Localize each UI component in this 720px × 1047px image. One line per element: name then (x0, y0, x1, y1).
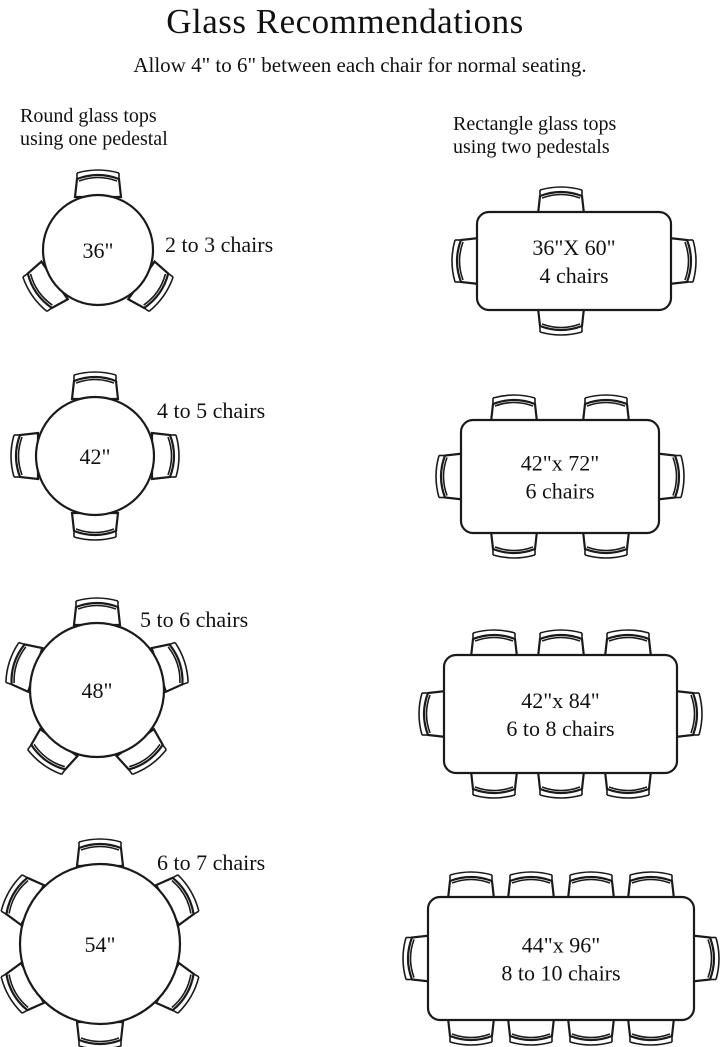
chair-icon (446, 1016, 496, 1046)
round-tabletop (41, 193, 155, 307)
rect-table-size: 42"x 84" (521, 688, 599, 713)
chair-icon (489, 394, 539, 424)
chair-icon (673, 689, 703, 739)
page-title: Glass Recommendations (166, 2, 524, 41)
chair-icon (402, 934, 432, 983)
chair-icon (690, 934, 720, 983)
round-table-size: 54" (85, 932, 116, 957)
chair-icon (5, 641, 44, 694)
rect-tabletop (459, 418, 661, 535)
round-tabletop (18, 862, 182, 1026)
chair-icon (154, 961, 200, 1014)
chair-icon (469, 629, 519, 659)
round-table-1: 36" 2 to 3 chairs (22, 169, 273, 313)
chair-icon (667, 236, 697, 286)
page-subtitle: Allow 4" to 6" between each chair for no… (133, 53, 586, 77)
chair-icon (0, 961, 46, 1014)
chair-icon (489, 529, 539, 559)
round-table-size: 42" (80, 444, 111, 469)
chair-icon (114, 727, 167, 776)
chair-icon (154, 874, 200, 927)
chair-icon (75, 1020, 125, 1047)
chair-icon (0, 874, 46, 927)
chair-icon (418, 689, 448, 739)
chair-icon (536, 186, 586, 216)
chair-icon (150, 641, 189, 694)
chair-icon (581, 394, 631, 424)
chair-icon (603, 769, 653, 799)
chair-icon (446, 871, 496, 901)
rect-table-1: 36"X 60" 4 chairs (451, 186, 697, 336)
rect-table-size: 44"x 96" (522, 933, 600, 958)
chair-icon (70, 511, 120, 541)
round-table-size: 48" (82, 678, 113, 703)
chair-icon (451, 236, 481, 286)
chair-icon (70, 371, 120, 401)
rect-heading-line1: Rectangle glass tops (453, 113, 617, 135)
chair-icon (150, 431, 180, 481)
rect-table-chairs: 6 chairs (525, 479, 594, 504)
round-tabletop (28, 621, 166, 759)
chair-icon (626, 871, 676, 901)
round-table-chairs: 2 to 3 chairs (165, 232, 273, 257)
rect-tabletop (475, 210, 673, 312)
chair-icon (72, 597, 122, 627)
round-table-chairs: 5 to 6 chairs (140, 607, 248, 632)
round-table-chairs: 4 to 5 chairs (157, 398, 265, 423)
rect-tabletop (426, 895, 696, 1022)
round-table-2: 42" 4 to 5 chairs (10, 371, 265, 541)
rect-table-2: 42"x 72" 6 chairs (435, 394, 685, 559)
chair-icon (626, 1016, 676, 1046)
round-tables: 36" 2 to 3 chairs 42" 4 to 5 chairs 48" 5 to … (0, 169, 273, 1047)
rect-heading-line2: using two pedestals (453, 136, 610, 158)
round-table-size: 36" (83, 238, 114, 263)
rect-table-size: 42"x 72" (521, 451, 599, 476)
rect-table-chairs: 4 chairs (539, 263, 608, 288)
round-heading-line2: using one pedestal (20, 128, 168, 150)
chair-icon (22, 259, 70, 313)
rect-table-chairs: 6 to 8 chairs (506, 716, 614, 741)
rect-tabletop (442, 653, 679, 775)
round-tabletop (34, 395, 156, 517)
rectangle-tables: 36"X 60" 4 chairs 42"x 72" 6 chairs 42"x 84"… (402, 186, 720, 1046)
chair-icon (435, 452, 465, 501)
chair-icon (536, 629, 586, 659)
chair-icon (603, 629, 653, 659)
round-heading-line1: Round glass tops (20, 105, 157, 127)
chair-icon (536, 306, 586, 336)
chair-icon (75, 838, 125, 868)
round-table-4: 54" 6 to 7 chairs (0, 838, 265, 1047)
rect-table-chairs: 8 to 10 chairs (501, 961, 620, 986)
chair-icon (566, 1016, 616, 1046)
round-table-3: 48" 5 to 6 chairs (5, 597, 248, 776)
chair-icon (469, 769, 519, 799)
chair-icon (10, 431, 40, 481)
round-table-chairs: 6 to 7 chairs (157, 850, 265, 875)
rect-table-size: 36"X 60" (532, 235, 615, 260)
chair-icon (655, 452, 685, 501)
chair-icon (506, 871, 556, 901)
chair-icon (73, 169, 123, 199)
rect-table-4: 44"x 96" 8 to 10 chairs (402, 871, 720, 1046)
chair-icon (581, 529, 631, 559)
chair-icon (536, 769, 586, 799)
chair-icon (566, 871, 616, 901)
rect-table-3: 42"x 84" 6 to 8 chairs (418, 629, 703, 799)
chair-icon (27, 727, 80, 776)
chair-icon (126, 259, 174, 313)
chair-icon (506, 1016, 556, 1046)
